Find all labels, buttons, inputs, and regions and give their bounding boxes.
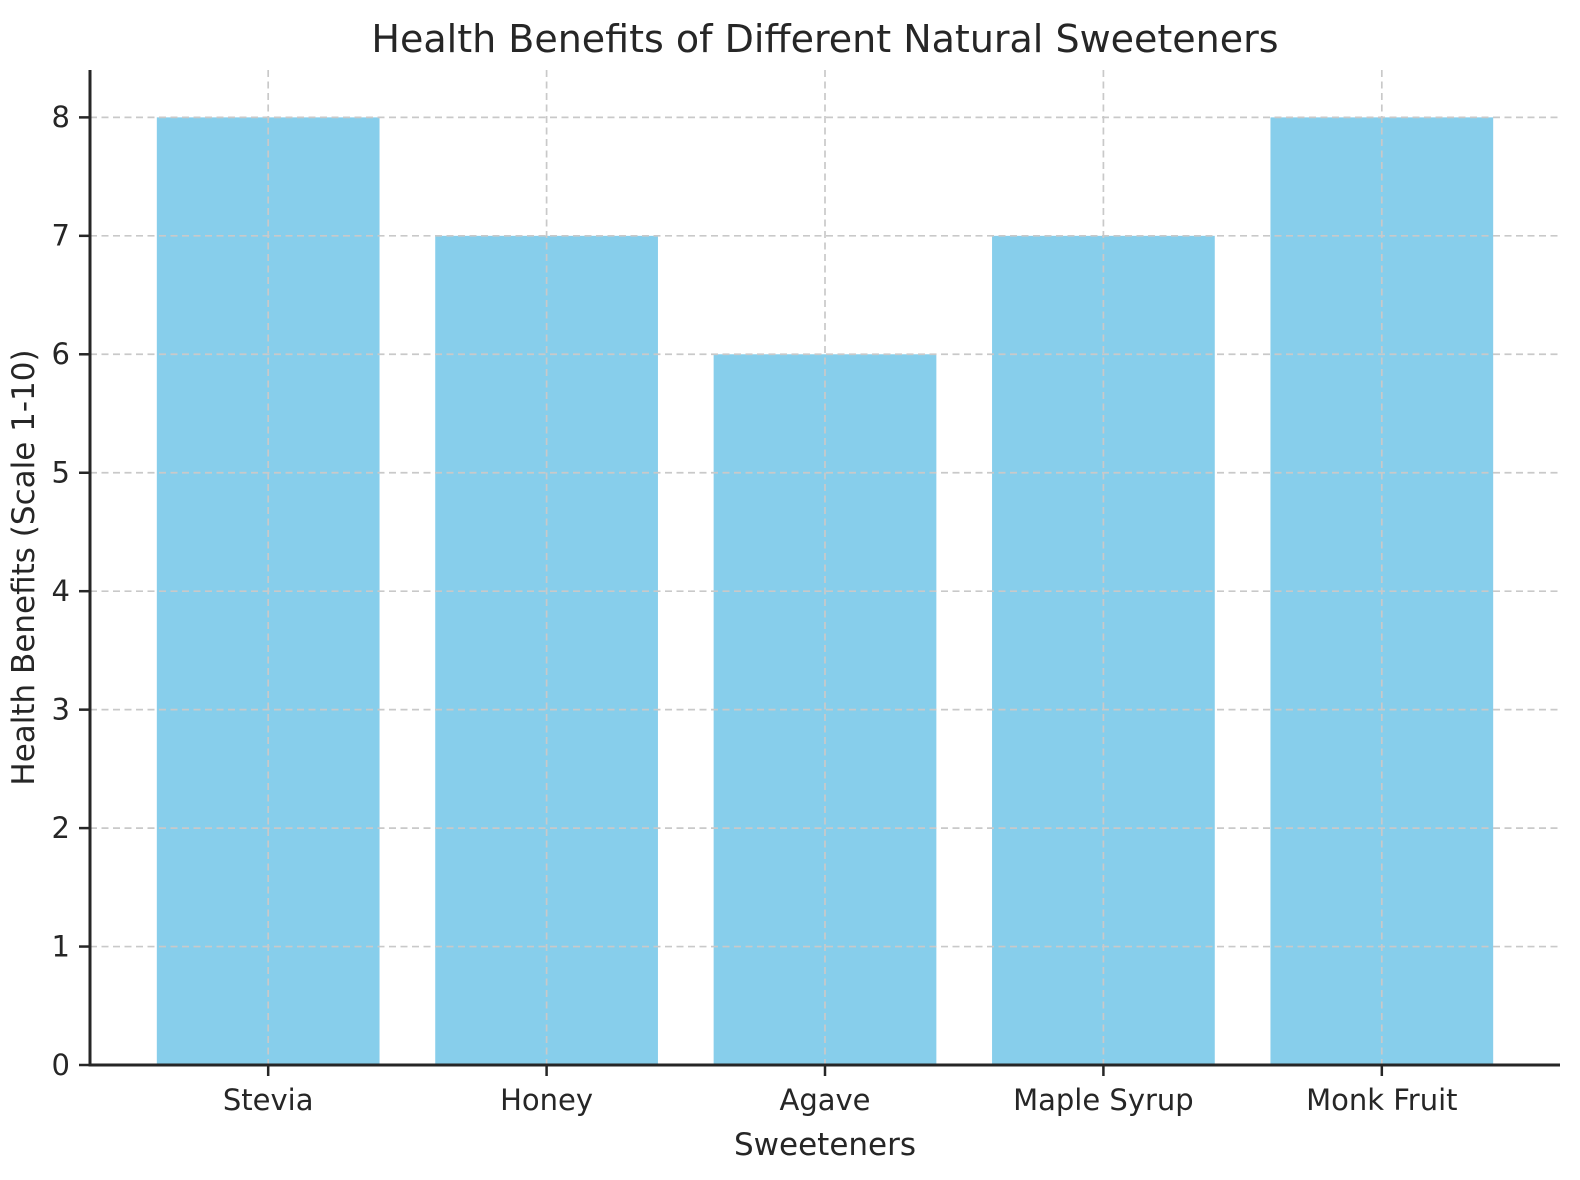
y-tick-label: 3	[52, 693, 70, 727]
chart-title: Health Benefits of Different Natural Swe…	[371, 17, 1278, 61]
y-tick-label: 6	[52, 337, 70, 371]
y-tick-label: 8	[52, 100, 70, 134]
y-tick-label: 5	[52, 456, 70, 490]
y-tick-label: 4	[52, 574, 70, 608]
y-tick-label: 0	[52, 1048, 70, 1082]
labels-layer: Health Benefits of Different Natural Swe…	[6, 17, 1458, 1163]
x-tick-label: Maple Syrup	[1013, 1083, 1194, 1117]
y-axis-label: Health Benefits (Scale 1-10)	[6, 349, 42, 785]
y-tick-label: 7	[52, 219, 70, 253]
y-tick-label: 2	[52, 811, 70, 845]
grid-layer	[90, 70, 1560, 1065]
x-tick-label: Monk Fruit	[1306, 1083, 1457, 1117]
x-axis-label: Sweeteners	[734, 1127, 916, 1163]
x-tick-label: Agave	[779, 1083, 870, 1117]
y-tick-label: 1	[52, 929, 70, 963]
x-tick-label: Stevia	[223, 1083, 314, 1117]
axes-layer	[79, 70, 1560, 1076]
x-tick-label: Honey	[500, 1083, 593, 1117]
